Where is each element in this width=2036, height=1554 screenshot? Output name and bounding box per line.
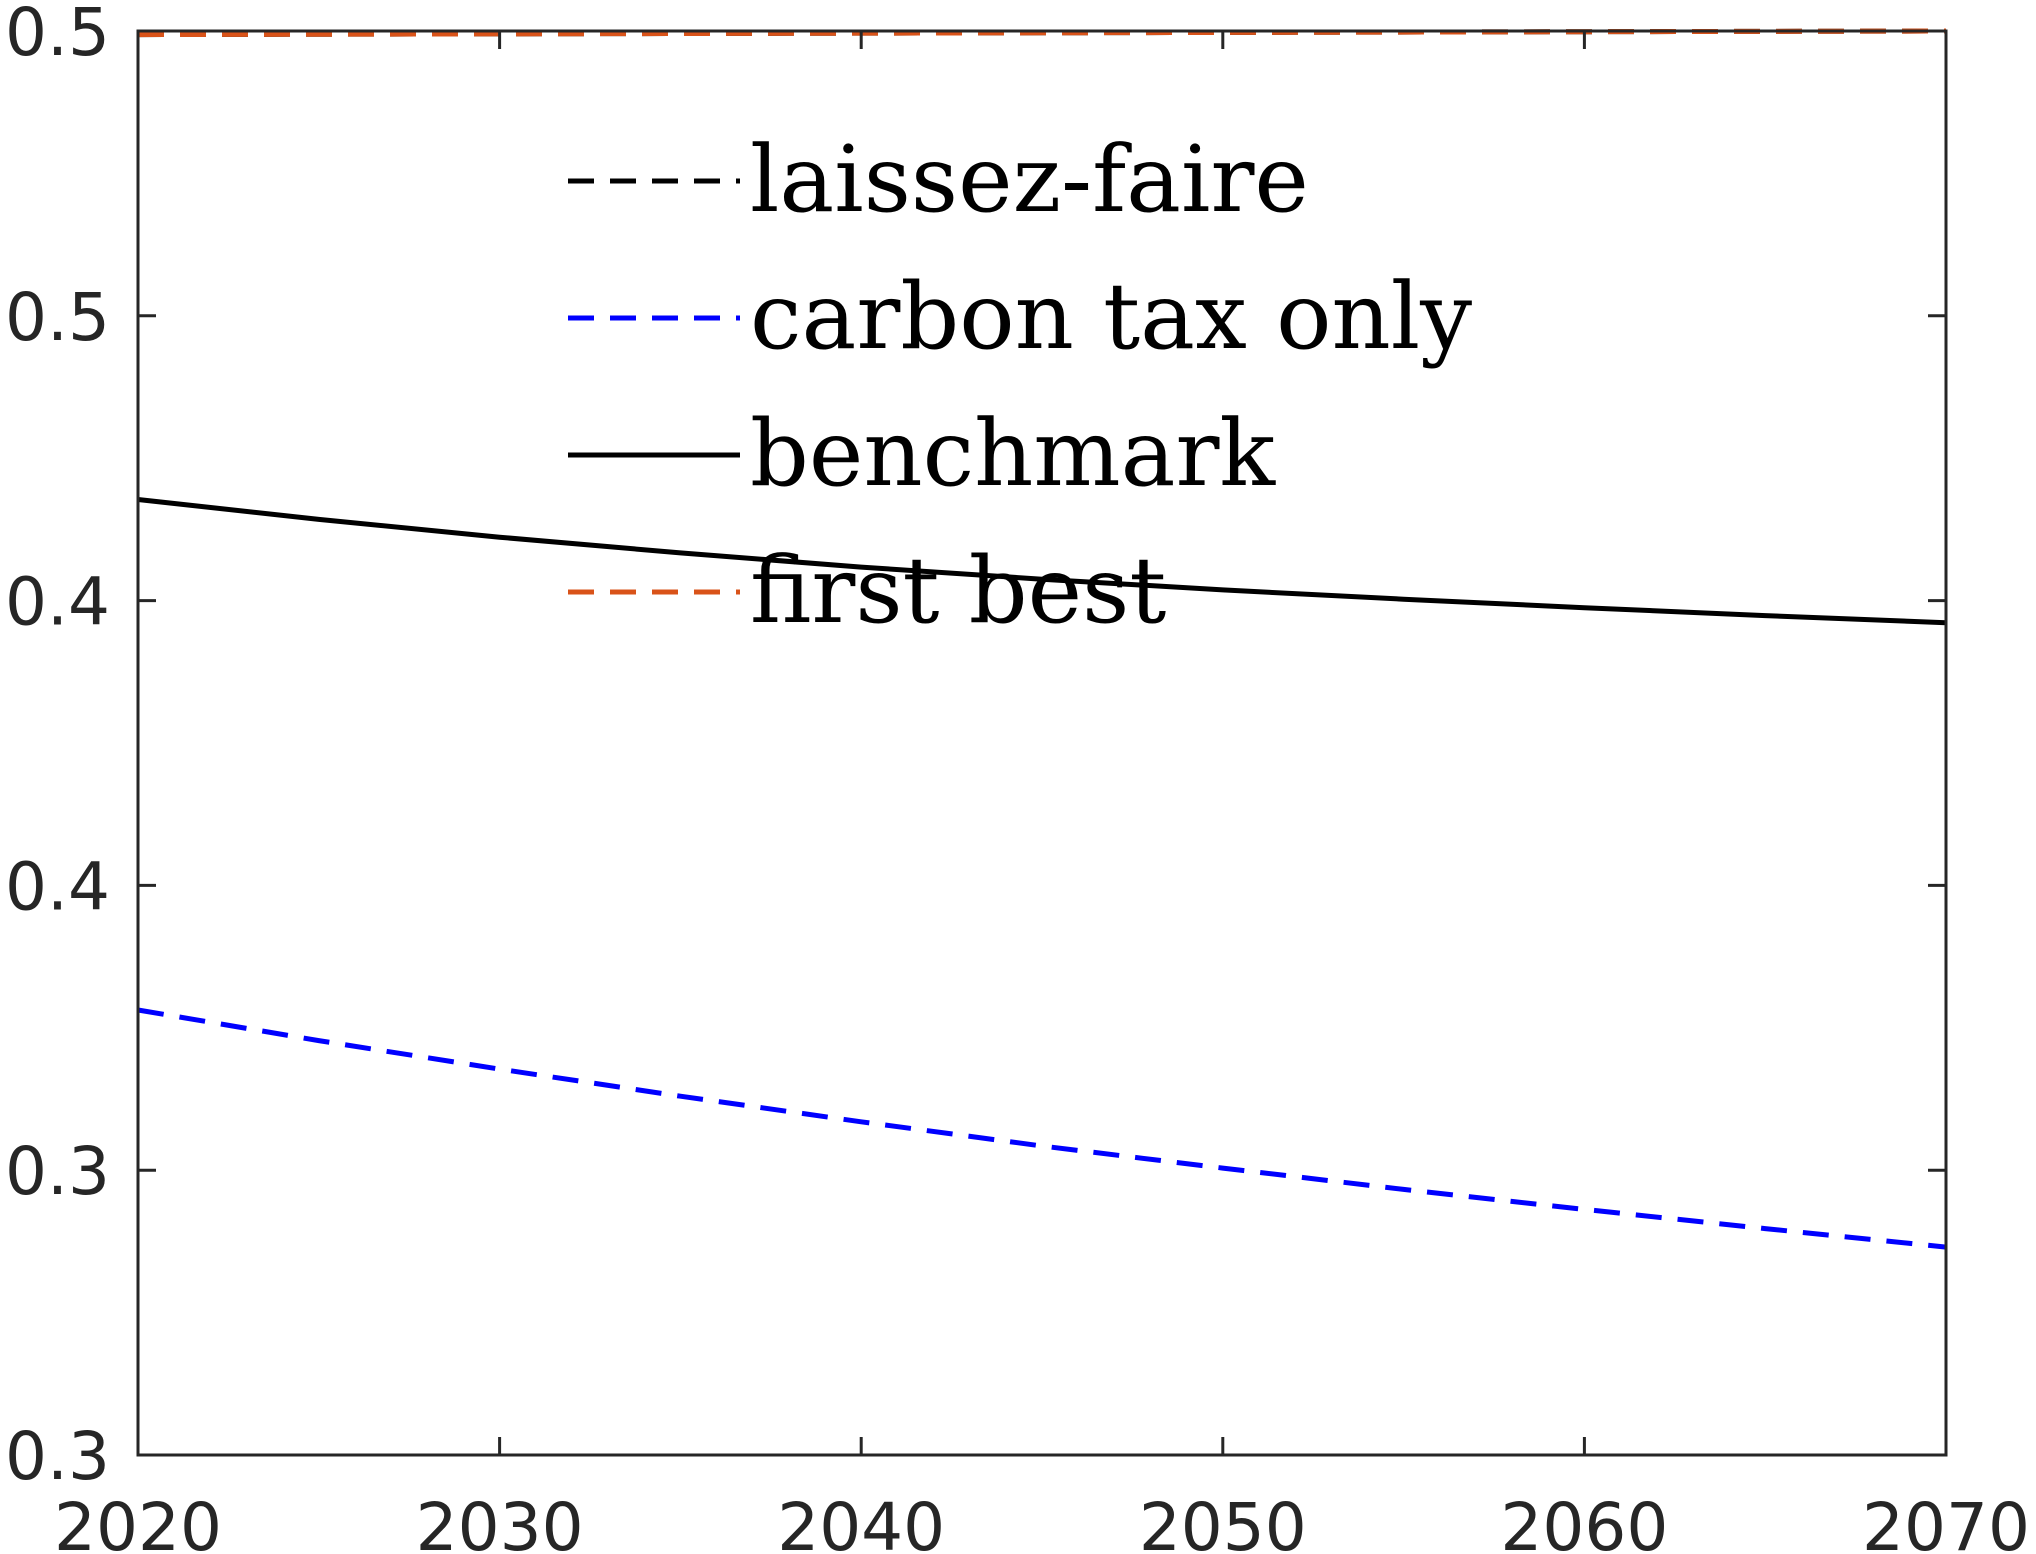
y-tick-label: 0.3 (5, 1418, 110, 1495)
plot-frame (136, 29, 1948, 1457)
y-tick-label: 0.5 (5, 279, 110, 356)
series-line-first-best (137, 28, 1947, 38)
legend-label-laissez-faire: laissez-faire (750, 126, 1309, 233)
legend-label-carbon-tax-only: carbon tax only (750, 263, 1472, 370)
legend-label-first-best: first best (750, 537, 1166, 644)
y-tick-label: 0.4 (5, 564, 110, 641)
series-line-carbon-tax-only (137, 1007, 1947, 1250)
x-tick-label: 2030 (416, 1489, 584, 1554)
y-tick-label: 0.3 (5, 1133, 110, 1210)
x-tick-label: 2050 (1139, 1489, 1307, 1554)
legend: laissez-faire carbon tax only benchmark fir… (568, 126, 1472, 644)
x-tick-label: 2060 (1500, 1489, 1668, 1554)
series-line-benchmark (137, 497, 1947, 626)
legend-label-benchmark: benchmark (750, 400, 1276, 507)
x-tick-label: 2040 (777, 1489, 945, 1554)
x-tick-label: 2020 (54, 1489, 222, 1554)
y-tick-label: 0.5 (5, 0, 110, 71)
y-tick-label: 0.4 (5, 848, 110, 925)
x-tick-label: 2070 (1862, 1489, 2030, 1554)
